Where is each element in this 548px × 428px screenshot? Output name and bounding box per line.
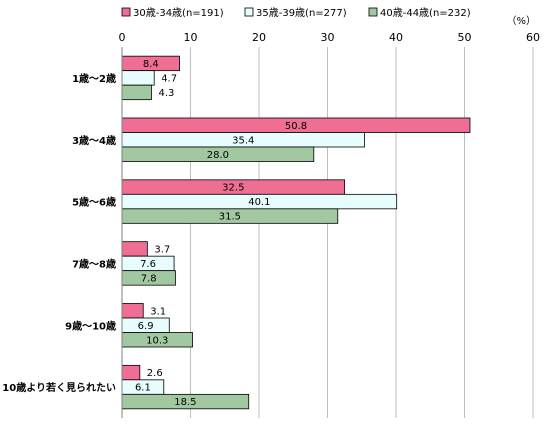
data-label-6-1: 2.6 [147, 368, 163, 379]
x-tick-label-60: 60 [526, 31, 540, 44]
legend-swatch-1 [121, 7, 131, 17]
bar-1-3 [121, 84, 152, 101]
unit-label: （%） [506, 15, 536, 27]
legend-label-2: 35歳-39歳(n=277) [256, 7, 347, 19]
data-label-4-2: 7.6 [140, 259, 156, 270]
x-tick-label-40: 40 [389, 31, 403, 44]
data-label-4-1: 3.7 [154, 244, 170, 255]
data-label-3-3: 31.5 [219, 212, 241, 223]
category-label-1: 1歳～2歳 [72, 72, 116, 85]
data-label-2-3: 28.0 [207, 150, 229, 161]
data-label-2-1: 50.8 [285, 121, 307, 132]
data-label-5-2: 6.9 [138, 321, 154, 332]
data-label-3-1: 32.5 [222, 183, 244, 194]
data-label-1-2: 4.7 [161, 73, 177, 84]
data-label-6-3: 18.5 [174, 397, 196, 408]
category-label-6: 10歳より若く見られたい [2, 381, 116, 394]
data-label-1-3: 4.3 [158, 88, 174, 99]
category-label-2: 3歳～4歳 [72, 134, 116, 147]
bar-5-1 [121, 303, 144, 319]
legend-label-1: 30歳-34歳(n=191) [133, 7, 224, 19]
x-tick-label-10: 10 [184, 31, 198, 44]
data-label-1-1: 8.4 [143, 59, 159, 70]
x-tick-label-0: 0 [119, 31, 126, 44]
x-axis-ticks: 0 10 20 30 40 50 60 [119, 31, 541, 44]
x-tick-label-20: 20 [252, 31, 266, 44]
category-label-4: 7歳～8歳 [72, 257, 116, 270]
gridlines [190, 47, 534, 418]
x-tick-label-30: 30 [321, 31, 335, 44]
legend-swatch-2 [244, 7, 254, 17]
category-labels: 1歳～2歳 3歳～4歳 5歳～6歳 7歳～8歳 9歳～10歳 10歳より若く見られたい [2, 72, 116, 394]
data-label-4-3: 7.8 [141, 273, 157, 284]
x-tick-label-50: 50 [458, 31, 472, 44]
data-label-3-2: 40.1 [248, 197, 270, 208]
category-label-3: 5歳～6歳 [72, 196, 116, 209]
data-label-5-1: 3.1 [150, 306, 166, 317]
bar-6-1 [121, 364, 141, 381]
data-label-6-2: 6.1 [135, 383, 151, 394]
category-label-5: 9歳～10歳 [65, 319, 116, 332]
bars: 8.44.7 4.3 50.8 35.428.0 32.5 40.1 31.5 3.7 7.6 7… [121, 55, 471, 410]
bar-4-1 [121, 241, 148, 257]
bar-1-2 [121, 70, 155, 86]
data-label-5-3: 10.3 [146, 335, 168, 346]
legend-swatch-3 [368, 7, 378, 17]
legend-label-3: 40歳-44歳(n=232) [380, 7, 471, 19]
legend: 30歳-34歳(n=191) 35歳-39歳(n=277) 40歳-44歳(n=23… [121, 7, 471, 19]
data-label-2-2: 35.4 [232, 135, 254, 146]
